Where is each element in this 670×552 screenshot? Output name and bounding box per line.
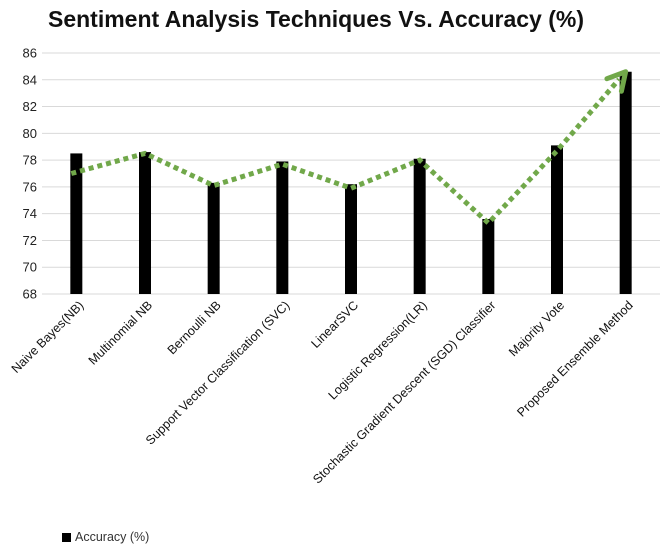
y-tick-label: 84	[23, 72, 37, 87]
bar	[139, 152, 151, 294]
x-category-label: Proposed Ensemble Method	[514, 298, 635, 419]
bar	[619, 71, 632, 294]
bar	[482, 219, 495, 294]
y-tick-label: 70	[23, 260, 37, 275]
legend: Accuracy (%)	[62, 530, 149, 544]
x-category-label: Multinomial NB	[86, 298, 155, 367]
y-tick-label: 76	[23, 179, 37, 194]
y-tick-label: 72	[23, 233, 37, 248]
chart-title: Sentiment Analysis Techniques Vs. Accura…	[48, 6, 584, 32]
bars	[70, 71, 632, 294]
y-tick-label: 82	[23, 99, 37, 114]
trend-arrow	[70, 69, 629, 227]
legend-swatch	[62, 532, 71, 542]
x-category-label: Majority Vote	[506, 298, 567, 359]
bar	[70, 153, 83, 294]
bar	[276, 161, 289, 294]
y-tick-label: 86	[23, 46, 37, 61]
legend-label: Accuracy (%)	[75, 530, 150, 544]
y-axis-tick-labels: 68 70 72 74 76 78 80 82 84 86	[23, 46, 37, 302]
x-category-label: Bernoulli NB	[165, 298, 224, 357]
y-tick-label: 74	[23, 206, 37, 221]
bar	[207, 182, 220, 294]
trend-arrowhead	[604, 69, 629, 94]
x-category-label: LinearSVC	[308, 298, 361, 351]
y-tick-label: 80	[23, 126, 37, 141]
y-tick-label: 68	[23, 287, 37, 302]
x-axis-category-labels: Naive Bayes(NB) Multinomial NB Bernoulli N…	[9, 298, 636, 486]
bar	[551, 145, 563, 294]
x-category-label: Naive Bayes(NB)	[9, 298, 87, 376]
y-tick-label: 78	[23, 153, 37, 168]
x-category-label: Support Vector Classification (SVC)	[143, 298, 292, 447]
bar	[345, 184, 357, 294]
trend-line	[70, 77, 621, 227]
bar	[413, 158, 426, 294]
